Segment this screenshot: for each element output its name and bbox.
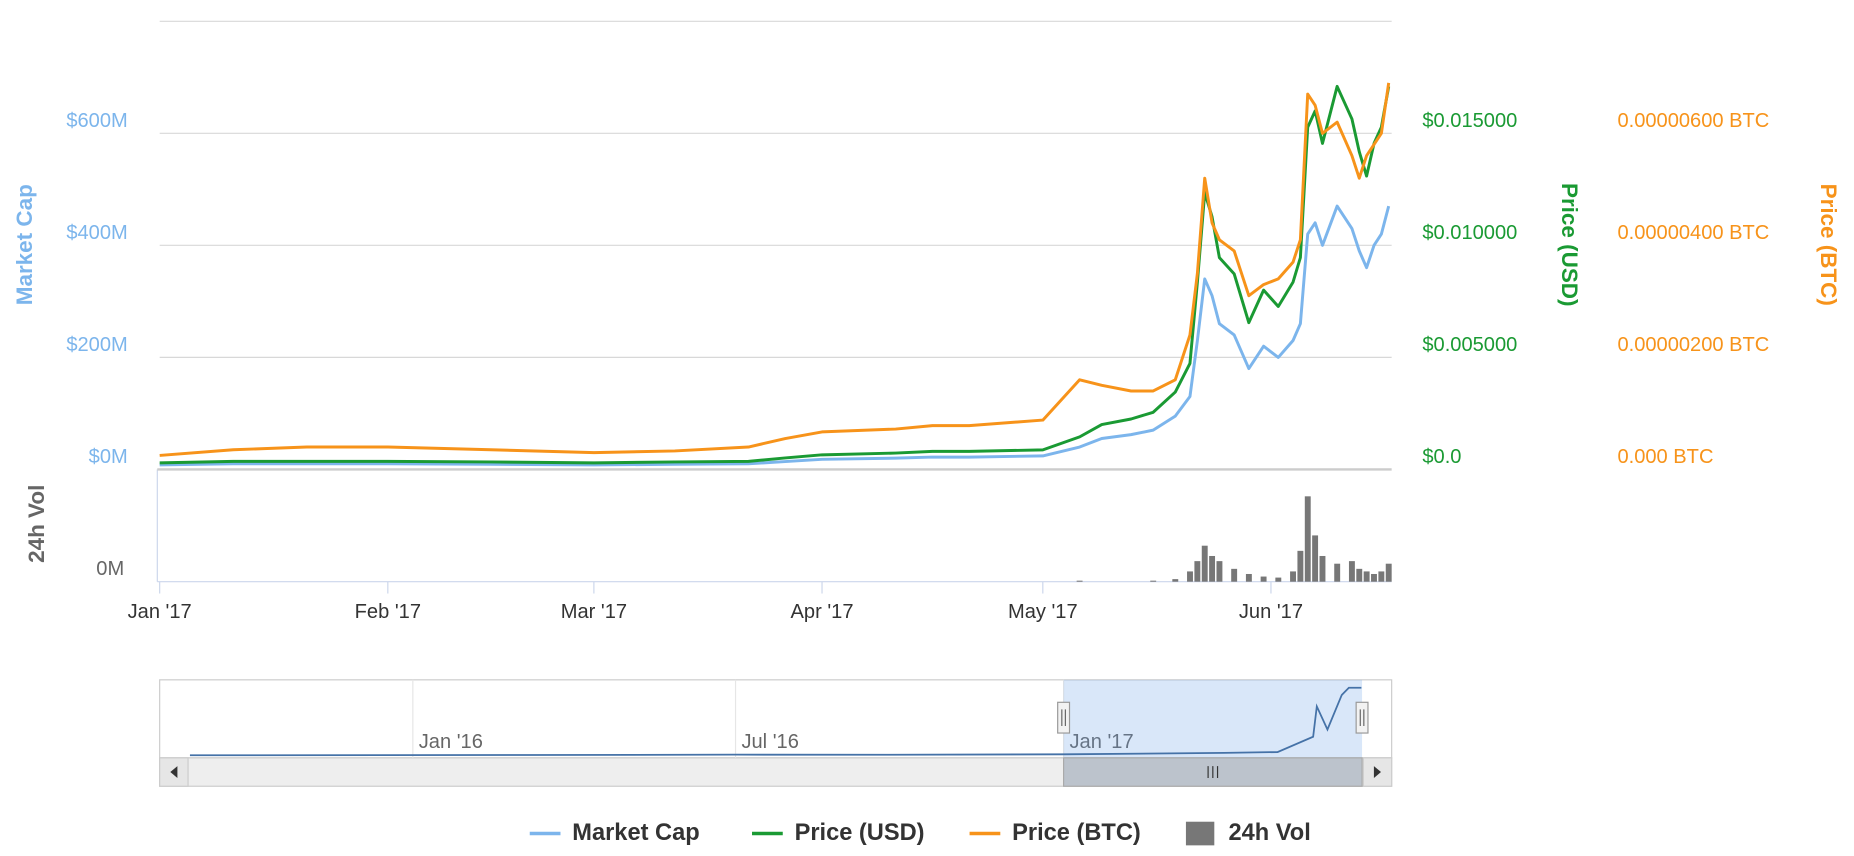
volume-bar [1312, 535, 1319, 582]
y3ticks-label: 0.000 BTC [1617, 446, 1713, 468]
y4-label: 0M [96, 558, 124, 580]
volume-bar [1319, 555, 1326, 582]
x-tick-label: Jan '17 [128, 601, 192, 623]
volume-bar [1216, 561, 1223, 582]
series-line [159, 204, 1391, 467]
navigator-selection[interactable] [1063, 679, 1363, 758]
x-tick-label: May '17 [1008, 601, 1078, 623]
y2ticks-label: $0.0 [1422, 446, 1461, 468]
volume-bar [1297, 550, 1304, 582]
volume-bar [1201, 545, 1208, 582]
legend-label[interactable]: 24h Vol [1228, 820, 1310, 846]
scrollbar-grip [1207, 766, 1219, 778]
legend-symbol [1185, 821, 1215, 846]
volume-bar [1363, 571, 1370, 582]
series-line [159, 82, 1391, 457]
x-tick-label: Apr '17 [791, 601, 854, 623]
navigator-handle-grip [1061, 709, 1066, 726]
legend-label[interactable]: Price (BTC) [1012, 820, 1141, 846]
volume-bar [1304, 496, 1311, 582]
x-tick-label: Feb '17 [355, 601, 421, 623]
volume-bar [1334, 563, 1341, 582]
y3ticks-label: 0.00000200 BTC [1617, 334, 1769, 356]
navigator-line [189, 686, 1362, 757]
y2ticks-label: $0.010000 [1422, 222, 1517, 244]
navigator-handle[interactable] [1057, 701, 1071, 734]
volume-bar [1194, 561, 1201, 582]
navigator-tick-label: Jan '17 [1070, 731, 1134, 753]
y3-axis-title: Price (BTC) [1816, 184, 1841, 306]
scroll-left-arrow [170, 766, 178, 778]
scroll-right-arrow [1373, 766, 1382, 778]
navigator-tick-label: Jul '16 [741, 731, 798, 753]
volume-bar [1378, 571, 1385, 582]
legend-label[interactable]: Price (USD) [795, 820, 925, 846]
volume-bar [1348, 561, 1355, 582]
volume-bar [1356, 568, 1363, 582]
navigator-tick-label: Jan '16 [419, 731, 483, 753]
volume-bar [1385, 563, 1392, 582]
volume-bar [1371, 573, 1377, 582]
x-tick-label: Jun '17 [1239, 601, 1303, 623]
navigator-handle[interactable] [1355, 701, 1369, 734]
y2ticks-label: $0.015000 [1422, 110, 1517, 132]
y2ticks-label: $0.005000 [1422, 334, 1517, 356]
vol-axis-title: 24h Vol [24, 485, 49, 563]
volume-bar [1150, 580, 1157, 582]
volume-bar [1231, 568, 1238, 582]
y3ticks-label: 0.00000400 BTC [1617, 222, 1769, 244]
volume-bar [1290, 571, 1296, 582]
volume-bar [1209, 555, 1216, 582]
volume-bar [1076, 580, 1083, 582]
x-tick-label: Mar '17 [561, 601, 627, 623]
y-axis-title: Market Cap [12, 184, 37, 305]
yticks-label: $400M [66, 222, 127, 244]
y2-axis-title: Price (USD) [1557, 183, 1582, 307]
volume-bar [1172, 579, 1179, 582]
yticks-label: $200M [66, 334, 127, 356]
yticks-label: $0M [89, 446, 128, 468]
volume-bar [1187, 571, 1193, 582]
series-line [159, 84, 1391, 465]
volume-bar [1275, 577, 1282, 582]
y3ticks-label: 0.00000600 BTC [1617, 110, 1769, 132]
legend-label[interactable]: Market Cap [572, 820, 699, 846]
yticks-label: $600M [66, 110, 127, 132]
navigator-handle-grip [1359, 709, 1365, 726]
volume-bar [1245, 573, 1252, 582]
volume-bar [1260, 576, 1267, 582]
